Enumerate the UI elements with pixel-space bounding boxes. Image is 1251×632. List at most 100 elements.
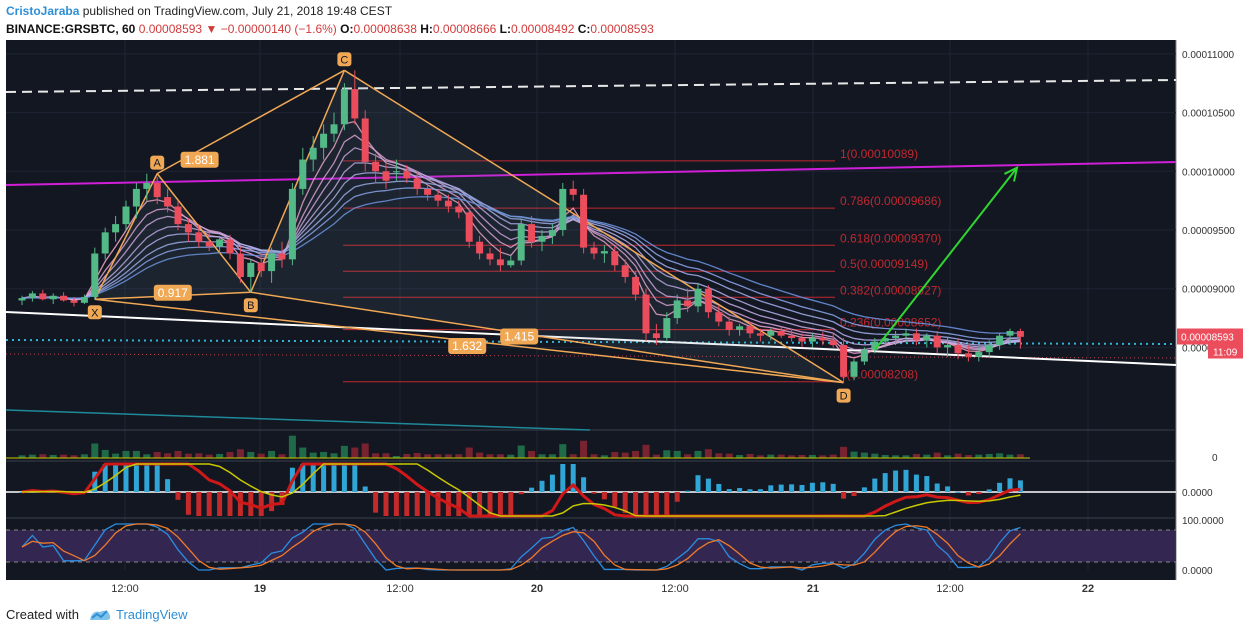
- candle-body[interactable]: [840, 345, 848, 377]
- price-chart[interactable]: 1(0.00010089) 0.786(0.00009686) 0.618(0.00…: [0, 40, 1251, 598]
- candle-body[interactable]: [382, 171, 390, 181]
- arrow-head-icon[interactable]: [1003, 165, 1019, 182]
- candle-body[interactable]: [746, 326, 754, 334]
- candle-body[interactable]: [975, 352, 983, 357]
- candle-body[interactable]: [424, 188, 432, 195]
- candle-body[interactable]: [850, 361, 858, 377]
- candle-body[interactable]: [164, 197, 172, 207]
- candle-body[interactable]: [392, 171, 400, 173]
- candle-body[interactable]: [39, 293, 47, 300]
- candle-body[interactable]: [944, 345, 952, 348]
- arrow-shaft[interactable]: [874, 167, 1018, 351]
- candle-body[interactable]: [954, 345, 962, 354]
- candle-body[interactable]: [320, 133, 328, 148]
- symbol-label[interactable]: BINANCE:GRSBTC, 60: [6, 22, 136, 36]
- candle-body[interactable]: [80, 296, 88, 303]
- candle-body[interactable]: [257, 262, 265, 272]
- candle-body[interactable]: [476, 241, 484, 254]
- candle-body[interactable]: [569, 188, 577, 195]
- candle-body[interactable]: [860, 349, 868, 362]
- candle-body[interactable]: [216, 239, 224, 247]
- candle-body[interactable]: [70, 300, 78, 303]
- candle-body[interactable]: [725, 321, 733, 330]
- candle-body[interactable]: [871, 341, 879, 350]
- candle-body[interactable]: [673, 300, 681, 319]
- candle-body[interactable]: [122, 206, 130, 225]
- candle-body[interactable]: [278, 253, 286, 260]
- candle-body[interactable]: [652, 333, 660, 339]
- candle-body[interactable]: [663, 318, 671, 339]
- candle-body[interactable]: [403, 171, 411, 179]
- candle-body[interactable]: [964, 353, 972, 357]
- tradingview-logo-icon[interactable]: [88, 606, 112, 622]
- candle-body[interactable]: [829, 340, 837, 346]
- candle-body[interactable]: [892, 335, 900, 339]
- candle-body[interactable]: [996, 335, 1004, 346]
- candle-body[interactable]: [756, 333, 764, 336]
- candle-body[interactable]: [309, 147, 317, 160]
- candle-body[interactable]: [455, 206, 463, 213]
- candle-body[interactable]: [434, 194, 442, 201]
- candle-body[interactable]: [299, 159, 307, 189]
- candle-body[interactable]: [600, 251, 608, 254]
- candle-body[interactable]: [486, 253, 494, 260]
- candle-body[interactable]: [236, 253, 244, 277]
- candles[interactable]: [18, 70, 1024, 383]
- candle-body[interactable]: [819, 338, 827, 341]
- candle-body[interactable]: [226, 239, 234, 254]
- candle-body[interactable]: [507, 260, 515, 266]
- candle-body[interactable]: [351, 89, 359, 119]
- candle-body[interactable]: [1006, 330, 1014, 336]
- candle-body[interactable]: [632, 276, 640, 295]
- candle-body[interactable]: [101, 232, 109, 254]
- candle-body[interactable]: [704, 288, 712, 313]
- candle-body[interactable]: [361, 118, 369, 162]
- candle-body[interactable]: [642, 294, 650, 334]
- author-link[interactable]: CristoJaraba: [6, 4, 80, 18]
- candle-body[interactable]: [548, 230, 556, 236]
- candle-body[interactable]: [923, 335, 931, 341]
- candle-body[interactable]: [590, 247, 598, 254]
- candle-body[interactable]: [933, 335, 941, 348]
- candle-body[interactable]: [184, 224, 192, 233]
- candle-body[interactable]: [153, 183, 161, 198]
- candle-body[interactable]: [205, 241, 213, 247]
- candle-body[interactable]: [174, 206, 182, 225]
- candle-body[interactable]: [247, 262, 255, 277]
- candle-body[interactable]: [18, 298, 26, 301]
- candle-body[interactable]: [330, 124, 338, 134]
- candle-body[interactable]: [60, 295, 68, 301]
- candle-body[interactable]: [715, 312, 723, 322]
- candle-body[interactable]: [112, 224, 120, 233]
- candle-body[interactable]: [372, 161, 380, 172]
- candle-body[interactable]: [413, 178, 421, 189]
- candle-body[interactable]: [528, 224, 536, 242]
- candle-body[interactable]: [465, 212, 473, 242]
- candle-body[interactable]: [798, 338, 806, 342]
- candle-body[interactable]: [808, 338, 816, 342]
- tradingview-brand-link[interactable]: TradingView: [116, 607, 188, 622]
- candle-body[interactable]: [195, 232, 203, 242]
- candle-body[interactable]: [902, 333, 910, 336]
- candle-body[interactable]: [621, 265, 629, 277]
- candle-body[interactable]: [444, 200, 452, 207]
- candle-body[interactable]: [985, 345, 993, 353]
- candle-body[interactable]: [288, 188, 296, 260]
- candle-body[interactable]: [340, 89, 348, 125]
- candle-body[interactable]: [694, 288, 702, 307]
- candle-body[interactable]: [736, 326, 744, 330]
- candle-body[interactable]: [788, 335, 796, 339]
- candle-body[interactable]: [611, 251, 619, 266]
- candle-body[interactable]: [684, 300, 692, 307]
- candle-body[interactable]: [777, 330, 785, 336]
- candle-body[interactable]: [559, 188, 567, 230]
- candle-body[interactable]: [268, 253, 276, 272]
- candle-body[interactable]: [767, 330, 775, 336]
- projection-arrow[interactable]: [874, 165, 1019, 351]
- candle-body[interactable]: [580, 194, 588, 248]
- candle-body[interactable]: [1016, 330, 1024, 337]
- candle-body[interactable]: [517, 224, 525, 261]
- candle-body[interactable]: [132, 188, 140, 207]
- candle-body[interactable]: [538, 235, 546, 242]
- candle-body[interactable]: [91, 253, 99, 297]
